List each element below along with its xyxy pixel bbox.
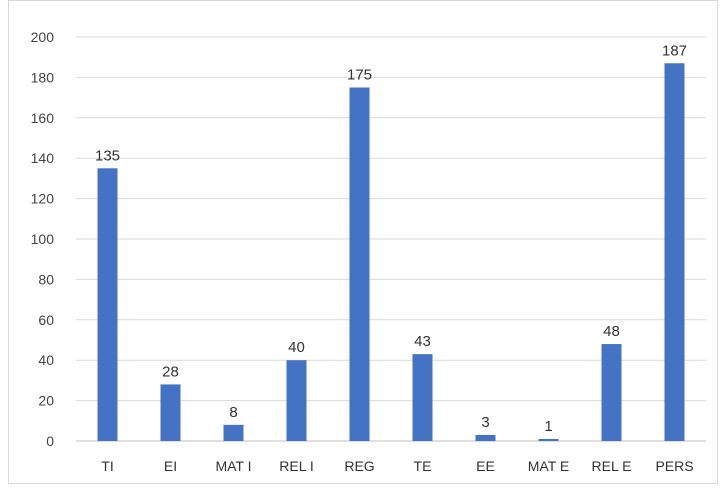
x-tick-label: PERS: [655, 458, 693, 474]
bar-series: [97, 63, 685, 442]
x-tick-label: TE: [414, 458, 432, 474]
bar: [412, 354, 433, 441]
bar: [223, 424, 244, 441]
data-label: 3: [481, 414, 489, 431]
x-tick-label: REL E: [592, 458, 632, 474]
y-tick-label: 80: [38, 271, 54, 287]
y-tick-label: 160: [31, 110, 55, 126]
y-tick-label: 200: [31, 29, 55, 45]
y-tick-label: 40: [38, 352, 54, 368]
x-tick-label: REL I: [279, 458, 314, 474]
data-label: 1: [544, 418, 552, 435]
x-tick-label: TI: [101, 458, 113, 474]
data-label: 8: [229, 404, 237, 421]
gridlines: [76, 36, 706, 442]
bar: [475, 434, 496, 441]
y-tick-label: 0: [46, 433, 54, 449]
bar: [601, 344, 622, 441]
data-label: 48: [603, 323, 620, 340]
bar: [286, 360, 307, 441]
bar: [160, 384, 181, 441]
y-tick-label: 140: [31, 150, 55, 166]
x-tick-label: MAT I: [215, 458, 251, 474]
x-tick-label: REG: [344, 458, 374, 474]
x-tick-label: EE: [476, 458, 495, 474]
data-label: 28: [162, 363, 179, 380]
x-tick-label: EI: [164, 458, 177, 474]
data-label: 40: [288, 339, 305, 356]
data-label: 135: [95, 147, 120, 164]
y-tick-label: 180: [31, 69, 55, 85]
y-tick-label: 100: [31, 231, 55, 247]
bar: [349, 87, 370, 441]
y-tick-label: 20: [38, 393, 54, 409]
bar: [538, 438, 559, 441]
data-labels: 135 28 8 40 175 43 3 1 48 187: [95, 42, 687, 435]
y-tick-label: 60: [38, 312, 54, 328]
data-label: 43: [414, 333, 431, 350]
data-label: 187: [662, 42, 687, 59]
bar: [97, 168, 118, 442]
data-label: 175: [347, 67, 372, 84]
bar: [664, 63, 685, 441]
x-tick-label: MAT E: [528, 458, 570, 474]
y-axis-ticks: 0 20 40 60 80 100 120 140 160 180 200: [31, 29, 55, 449]
x-axis-ticks: TI EI MAT I REL I REG TE EE MAT E REL E PERS: [101, 458, 693, 474]
y-tick-label: 120: [31, 191, 55, 207]
